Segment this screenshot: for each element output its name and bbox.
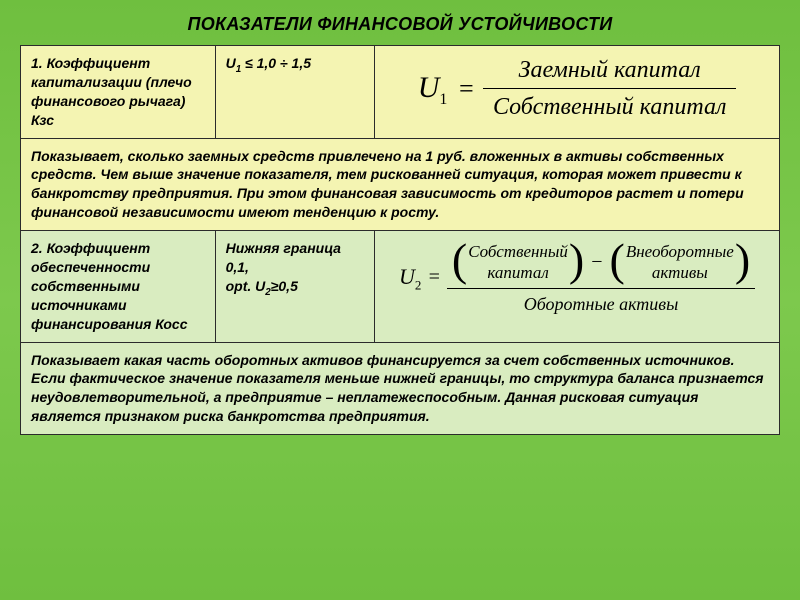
- indicator-norm-2: Нижняя граница 0,1, opt. U2≥0,5: [215, 231, 375, 342]
- f1-denominator: Собственный капитал: [483, 89, 736, 123]
- norm1-rest: ≤ 1,0 ÷ 1,5: [241, 55, 311, 71]
- f1-lhs: U1: [418, 68, 448, 111]
- norm1-u: U: [226, 55, 236, 71]
- table-row: 2. Коэффициент обеспеченности собственны…: [21, 231, 780, 342]
- page-title: ПОКАЗАТЕЛИ ФИНАНСОВОЙ УСТОЙЧИВОСТИ: [20, 14, 780, 35]
- f2-lhs: U2: [399, 262, 421, 294]
- norm2-rest: ≥0,5: [271, 278, 298, 294]
- table-row: 1. Коэффициент капитализации (плечо фина…: [21, 46, 780, 139]
- table-row: Показывает, сколько заемных средств прив…: [21, 138, 780, 231]
- equals-sign: =: [427, 264, 441, 291]
- indicator-name-1: 1. Коэффициент капитализации (плечо фина…: [21, 46, 216, 139]
- paren-open-icon: (: [452, 237, 467, 283]
- table-row: Показывает какая часть оборотных активов…: [21, 342, 780, 435]
- equals-sign: =: [457, 71, 475, 106]
- f2-num-left: Собственный капитал: [468, 242, 568, 282]
- paren-close-icon: ): [735, 237, 750, 283]
- f2-num-right: Внеоборотные активы: [626, 242, 734, 282]
- f1-numerator: Заемный капитал: [483, 54, 736, 89]
- indicator-name-2: 2. Коэффициент обеспеченности собственны…: [21, 231, 216, 342]
- formula-1: U1 = Заемный капитал Собственный капитал: [418, 54, 737, 124]
- f2-denominator: Оборотные активы: [447, 289, 755, 316]
- indicator-desc-1: Показывает, сколько заемных средств прив…: [21, 138, 780, 231]
- paren-close-icon: ): [569, 237, 584, 283]
- formula-2: U2 = ( Собственный капитал ) − (: [399, 239, 755, 316]
- indicator-formula-2: U2 = ( Собственный капитал ) − (: [375, 231, 780, 342]
- f1-fraction: Заемный капитал Собственный капитал: [483, 54, 736, 124]
- norm2-prefix: opt. U: [226, 278, 266, 294]
- norm2-line1: Нижняя граница 0,1,: [226, 240, 341, 275]
- f2-fraction: ( Собственный капитал ) − ( Внеоборотные…: [447, 239, 755, 316]
- indicator-desc-2: Показывает какая часть оборотных активов…: [21, 342, 780, 435]
- f2-numerator: ( Собственный капитал ) − ( Внеоборотные…: [447, 239, 755, 289]
- slide-root: ПОКАЗАТЕЛИ ФИНАНСОВОЙ УСТОЙЧИВОСТИ 1. Ко…: [0, 0, 800, 600]
- indicator-norm-1: U1 ≤ 1,0 ÷ 1,5: [215, 46, 375, 139]
- minus-sign: −: [591, 249, 602, 276]
- indicator-formula-1: U1 = Заемный капитал Собственный капитал: [375, 46, 780, 139]
- indicators-table: 1. Коэффициент капитализации (плечо фина…: [20, 45, 780, 435]
- paren-open-icon: (: [609, 237, 624, 283]
